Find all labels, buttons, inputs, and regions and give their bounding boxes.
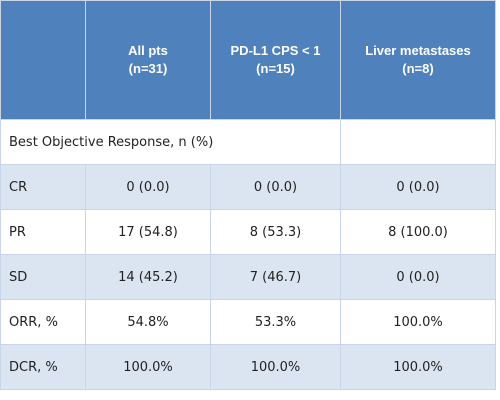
header-cell: PD-L1 CPS < 1 (n=15) — [210, 0, 341, 120]
cell: 17 (54.8) — [85, 209, 211, 255]
header-n: (n=15) — [256, 61, 295, 76]
cell: 7 (46.7) — [210, 254, 341, 300]
cell: 0 (0.0) — [340, 164, 496, 210]
row-label: PR — [0, 209, 86, 255]
data-row: SD 14 (45.2) 7 (46.7) 0 (0.0) — [0, 254, 496, 300]
row-label: CR — [0, 164, 86, 210]
header-row: All pts (n=31) PD-L1 CPS < 1 (n=15) Liver me… — [0, 0, 496, 120]
row-label: SD — [0, 254, 86, 300]
data-row: PR 17 (54.8) 8 (53.3) 8 (100.0) — [0, 209, 496, 255]
row-label: ORR, % — [0, 299, 86, 345]
header-n: (n=31) — [128, 61, 168, 76]
section-row: Best Objective Response, n (%) — [0, 119, 496, 165]
cell: 0 (0.0) — [85, 164, 211, 210]
cell: 100.0% — [340, 344, 496, 390]
cell: 14 (45.2) — [85, 254, 211, 300]
header-cell — [0, 0, 86, 120]
cell: 8 (100.0) — [340, 209, 496, 255]
cell: 0 (0.0) — [340, 254, 496, 300]
cell: 8 (53.3) — [210, 209, 341, 255]
row-label: DCR, % — [0, 344, 86, 390]
cell: 54.8% — [85, 299, 211, 345]
header-label: All pts — [128, 43, 168, 58]
response-table: All pts (n=31) PD-L1 CPS < 1 (n=15) Liver me… — [0, 0, 496, 390]
cell: 100.0% — [210, 344, 341, 390]
header-label: Liver metastases — [365, 43, 471, 58]
cell: 100.0% — [85, 344, 211, 390]
cell: 53.3% — [210, 299, 341, 345]
section-label: Best Objective Response, n (%) — [0, 119, 341, 165]
header-cell: All pts (n=31) — [85, 0, 211, 120]
header-cell: Liver metastases (n=8) — [340, 0, 496, 120]
header-n: (n=8) — [402, 61, 434, 76]
cell: 0 (0.0) — [210, 164, 341, 210]
header-label: PD-L1 CPS < 1 — [230, 43, 321, 58]
data-row: ORR, % 54.8% 53.3% 100.0% — [0, 299, 496, 345]
cell — [340, 119, 496, 165]
data-row: CR 0 (0.0) 0 (0.0) 0 (0.0) — [0, 164, 496, 210]
cell: 100.0% — [340, 299, 496, 345]
data-row: DCR, % 100.0% 100.0% 100.0% — [0, 344, 496, 390]
